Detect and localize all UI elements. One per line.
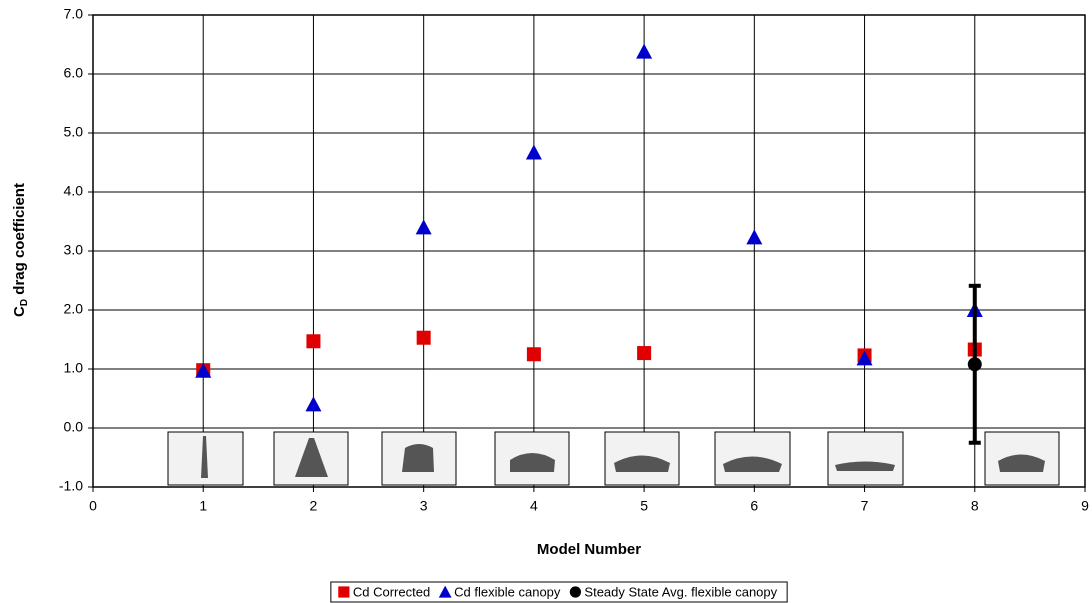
x-tick-label: 4 bbox=[530, 498, 538, 514]
x-tick-label: 5 bbox=[640, 498, 648, 514]
thumbnail-shape bbox=[402, 444, 434, 472]
marker-triangle bbox=[305, 396, 322, 412]
marker-triangle bbox=[856, 350, 873, 366]
marker-circle bbox=[967, 357, 982, 372]
legend-label: Steady State Avg. flexible canopy bbox=[584, 584, 777, 599]
marker-triangle bbox=[415, 219, 432, 235]
marker-triangle bbox=[195, 362, 212, 378]
marker-triangle bbox=[746, 229, 763, 245]
thumbnail-shape bbox=[723, 456, 782, 472]
x-tick-label: 8 bbox=[971, 498, 979, 514]
y-tick-label: 3.0 bbox=[64, 242, 84, 258]
marker-triangle bbox=[636, 43, 653, 59]
grid bbox=[92, 14, 1086, 488]
thumbnail bbox=[827, 431, 904, 486]
thumbnail bbox=[381, 431, 457, 486]
y-tick-label: 0.0 bbox=[64, 419, 84, 435]
thumbnail-shape bbox=[201, 436, 208, 478]
y-tick-label: 6.0 bbox=[64, 65, 84, 81]
thumbnail-shape bbox=[295, 438, 328, 477]
thumbnail-shape bbox=[510, 453, 555, 472]
x-tick-label: 2 bbox=[310, 498, 318, 514]
thumbnail-shape bbox=[835, 461, 895, 471]
thumbnail-shape bbox=[614, 455, 670, 472]
marker-square bbox=[306, 334, 321, 349]
y-axis-title-part: C bbox=[11, 306, 28, 317]
x-tick-label: 9 bbox=[1081, 498, 1089, 514]
y-axis-title: CD drag coefficient bbox=[11, 183, 30, 317]
marker-circle bbox=[569, 586, 582, 598]
x-tick-label: 6 bbox=[750, 498, 758, 514]
y-tick-label: -1.0 bbox=[59, 478, 83, 494]
y-tick-label: 2.0 bbox=[64, 301, 84, 317]
x-axis-title: Model Number bbox=[537, 541, 641, 558]
x-tick-label: 3 bbox=[420, 498, 428, 514]
y-tick-label: 4.0 bbox=[64, 183, 84, 199]
y-tick-label: 7.0 bbox=[64, 6, 84, 22]
legend-label: Cd Corrected bbox=[353, 584, 430, 599]
y-axis-title-part: drag coefficient bbox=[11, 183, 28, 299]
marker-triangle bbox=[525, 144, 542, 160]
marker-square bbox=[526, 347, 541, 362]
thumbnail-shape bbox=[998, 454, 1045, 472]
marker-square bbox=[416, 330, 431, 345]
legend-label: Cd flexible canopy bbox=[454, 584, 561, 599]
x-tick-label: 0 bbox=[89, 498, 97, 514]
y-tick-label: 5.0 bbox=[64, 124, 84, 140]
marker-triangle bbox=[438, 585, 452, 598]
y-tick-label: 1.0 bbox=[64, 360, 84, 376]
x-tick-label: 1 bbox=[199, 498, 207, 514]
thumbnails bbox=[167, 431, 1060, 486]
y-axis-title-sub: D bbox=[19, 299, 30, 306]
marker-square bbox=[338, 586, 350, 598]
marker-square bbox=[637, 346, 652, 361]
plot-frame bbox=[92, 14, 1086, 488]
x-tick-label: 7 bbox=[861, 498, 869, 514]
legend: Cd Corrected Cd flexible canopy Steady Sta… bbox=[330, 581, 788, 603]
